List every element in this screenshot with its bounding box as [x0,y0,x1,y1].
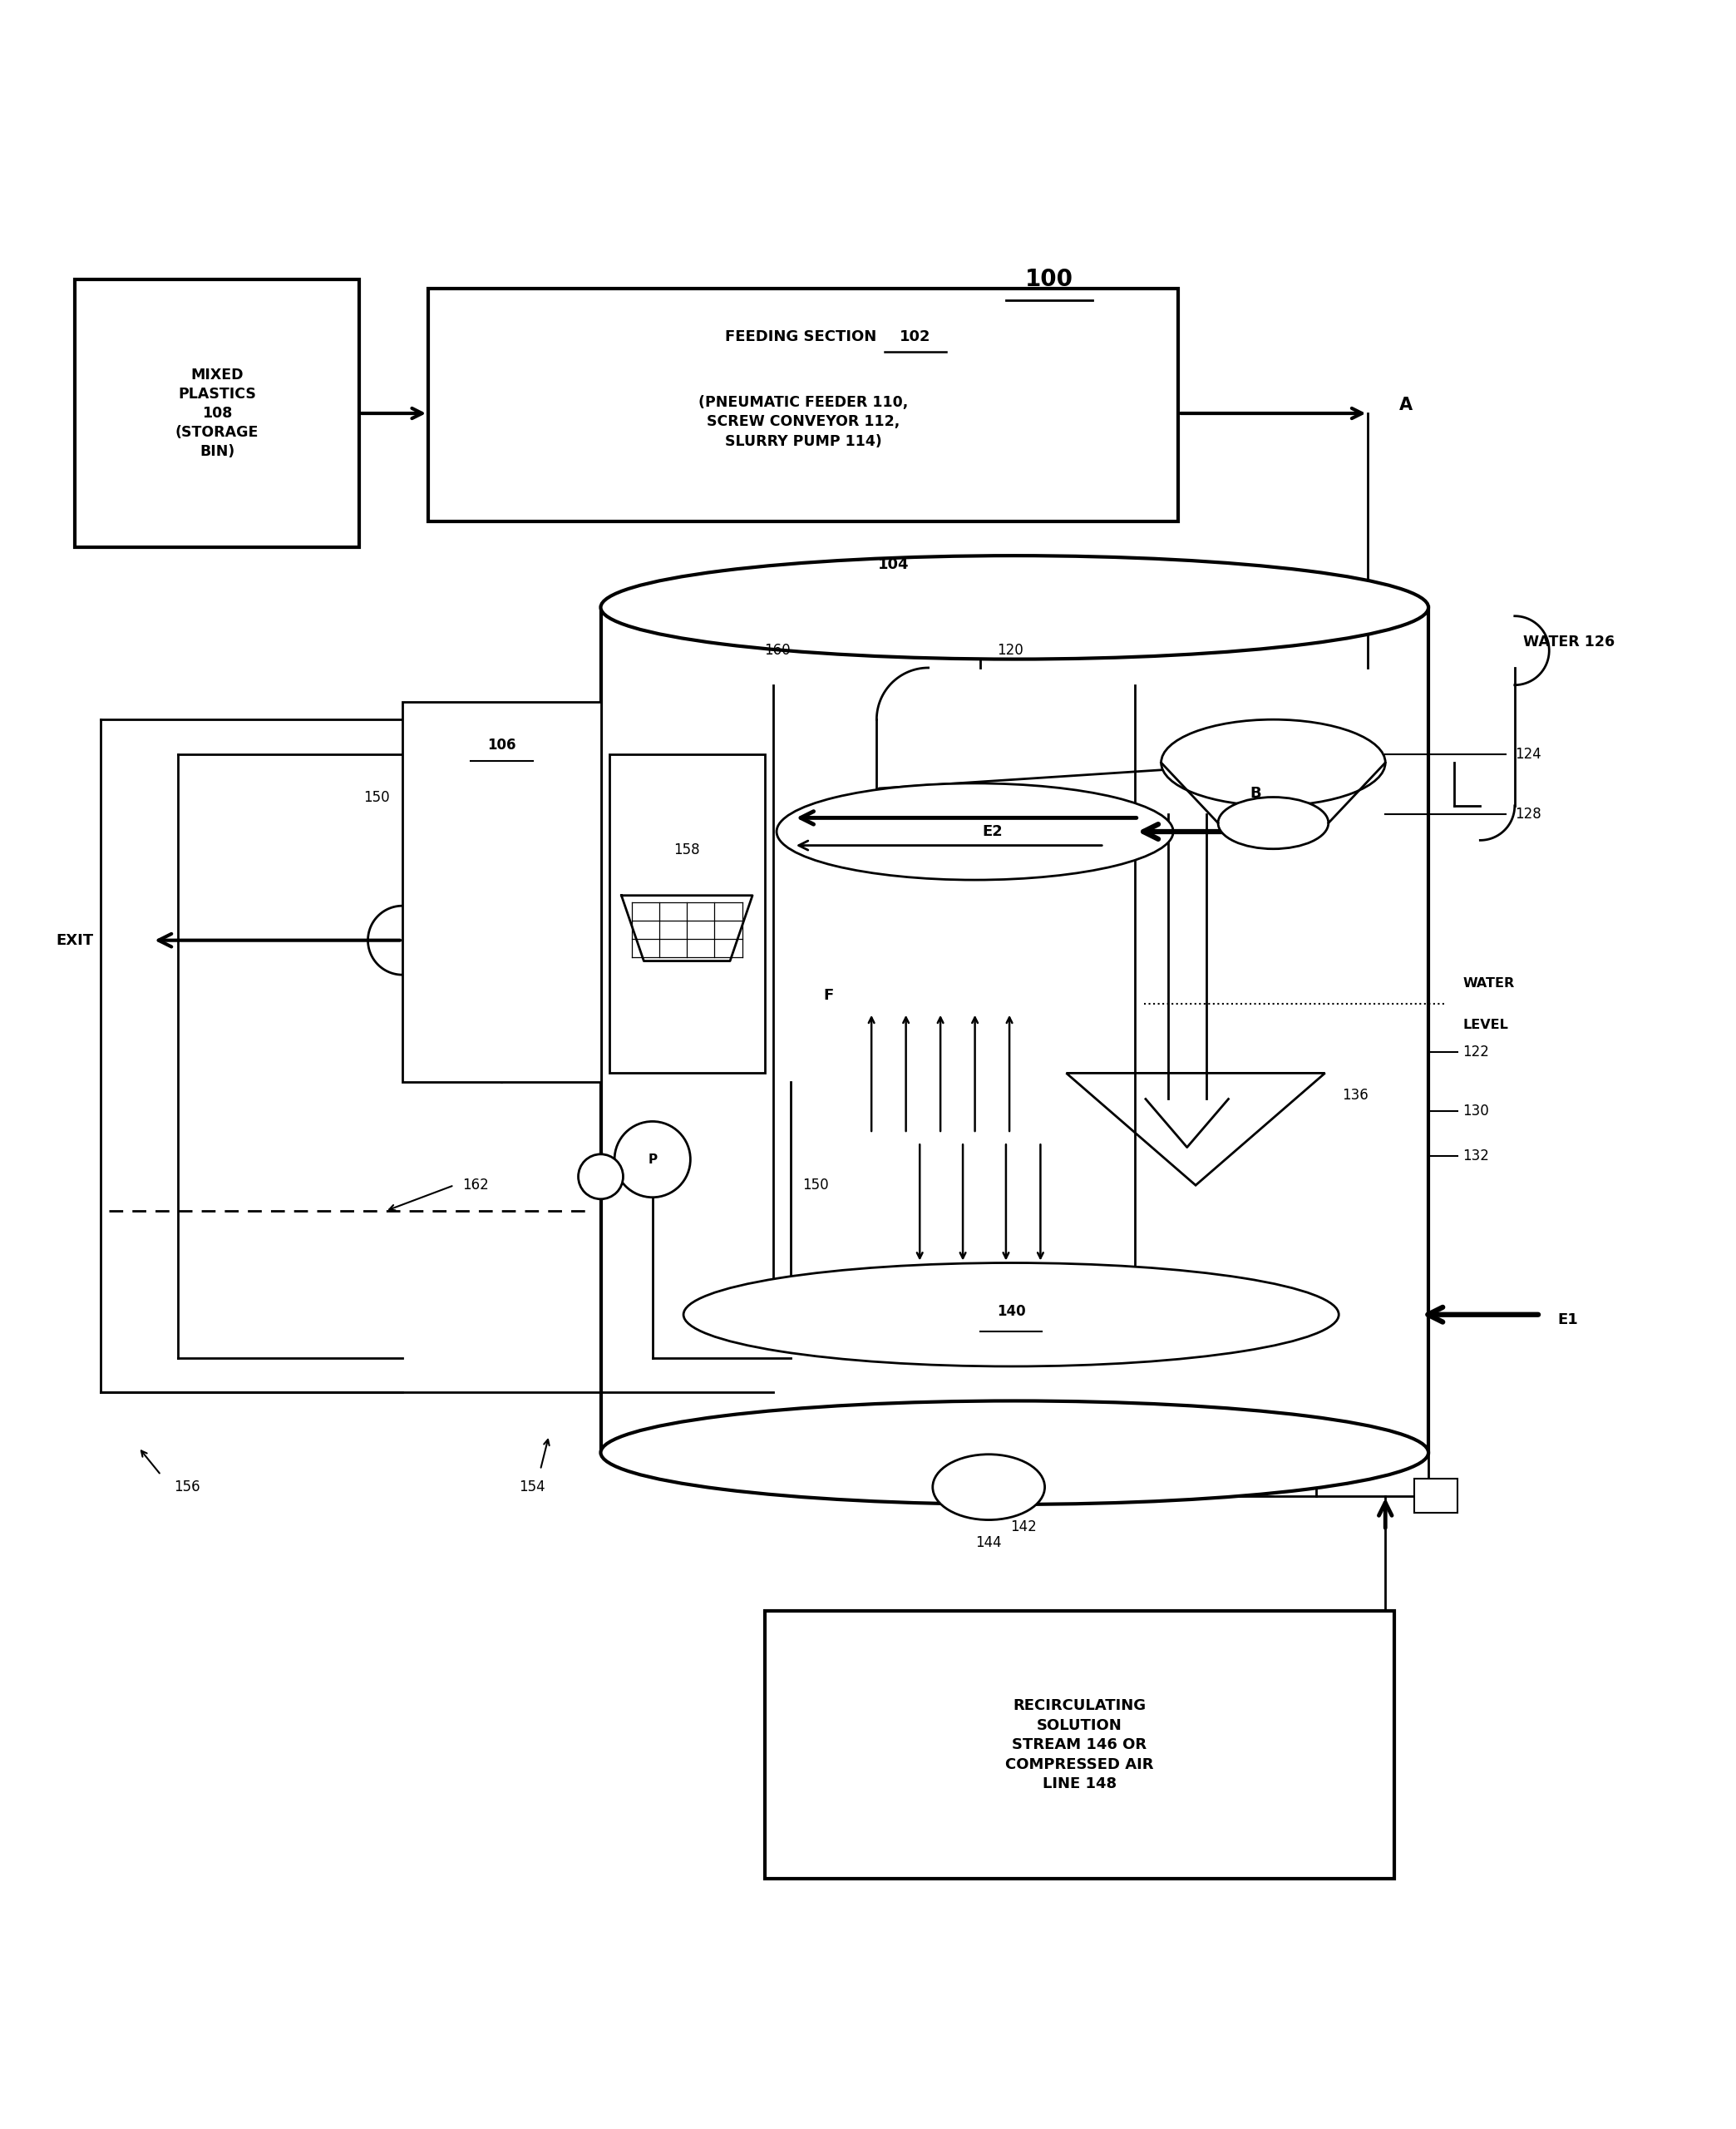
Circle shape [615,1122,691,1196]
Text: 160: 160 [764,643,790,658]
Text: F: F [823,988,833,1003]
Text: 104: 104 [878,558,910,573]
Ellipse shape [1161,720,1385,805]
Text: 152: 152 [674,992,700,1007]
Text: WATER: WATER [1463,977,1516,990]
Text: FEEDING SECTION: FEEDING SECTION [726,330,882,345]
Text: A: A [1399,396,1413,413]
Bar [75,279,359,547]
Text: 124: 124 [1516,747,1542,762]
Text: D: D [965,1290,977,1305]
Bar [601,607,1429,1452]
Text: 130: 130 [1463,1103,1489,1118]
Bar [609,754,764,1073]
Text: 162: 162 [464,1177,490,1192]
Ellipse shape [1219,796,1328,849]
Text: 150: 150 [802,1177,828,1192]
Text: 142: 142 [1010,1520,1036,1535]
Text: 150: 150 [363,790,389,805]
Text: RECIRCULATING
SOLUTION
STREAM 146 OR
COMPRESSED AIR
LINE 148: RECIRCULATING SOLUTION STREAM 146 OR COM… [1005,1699,1153,1793]
Text: E1: E1 [1557,1311,1578,1326]
Ellipse shape [932,1454,1045,1520]
Text: E2: E2 [983,824,1002,839]
Text: 100: 100 [1024,268,1073,292]
Text: 102: 102 [899,330,930,345]
Ellipse shape [601,1401,1429,1505]
Text: 120: 120 [998,643,1024,658]
Text: 122: 122 [1463,1045,1489,1060]
Text: 128: 128 [1516,807,1542,822]
Text: P: P [648,1154,656,1165]
Text: 164: 164 [451,898,477,913]
Circle shape [578,1154,623,1199]
Ellipse shape [776,783,1174,879]
Text: (PNEUMATIC FEEDER 110,
SCREW CONVEYOR 112,
SLURRY PUMP 114): (PNEUMATIC FEEDER 110, SCREW CONVEYOR 11… [698,394,908,449]
Text: WATER 126: WATER 126 [1522,634,1614,649]
Bar [764,1612,1394,1878]
Text: 132: 132 [1463,1148,1489,1162]
Bar [429,287,1179,522]
Text: 158: 158 [674,843,700,858]
Text: MIXED
PLASTICS
108
(STORAGE
BIN): MIXED PLASTICS 108 (STORAGE BIN) [175,368,259,460]
Text: 156: 156 [174,1480,200,1495]
Ellipse shape [684,1262,1338,1367]
Text: 136: 136 [1342,1088,1368,1103]
Text: LEVEL: LEVEL [1463,1018,1509,1030]
Text: 154: 154 [519,1480,545,1495]
Text: 144: 144 [976,1535,1002,1550]
Ellipse shape [601,556,1429,660]
Text: 106: 106 [488,739,516,754]
Bar [1415,1478,1458,1514]
Text: 140: 140 [996,1303,1026,1318]
Text: B: B [1250,786,1262,801]
Text: EXIT: EXIT [56,933,94,947]
Bar [403,703,601,1082]
